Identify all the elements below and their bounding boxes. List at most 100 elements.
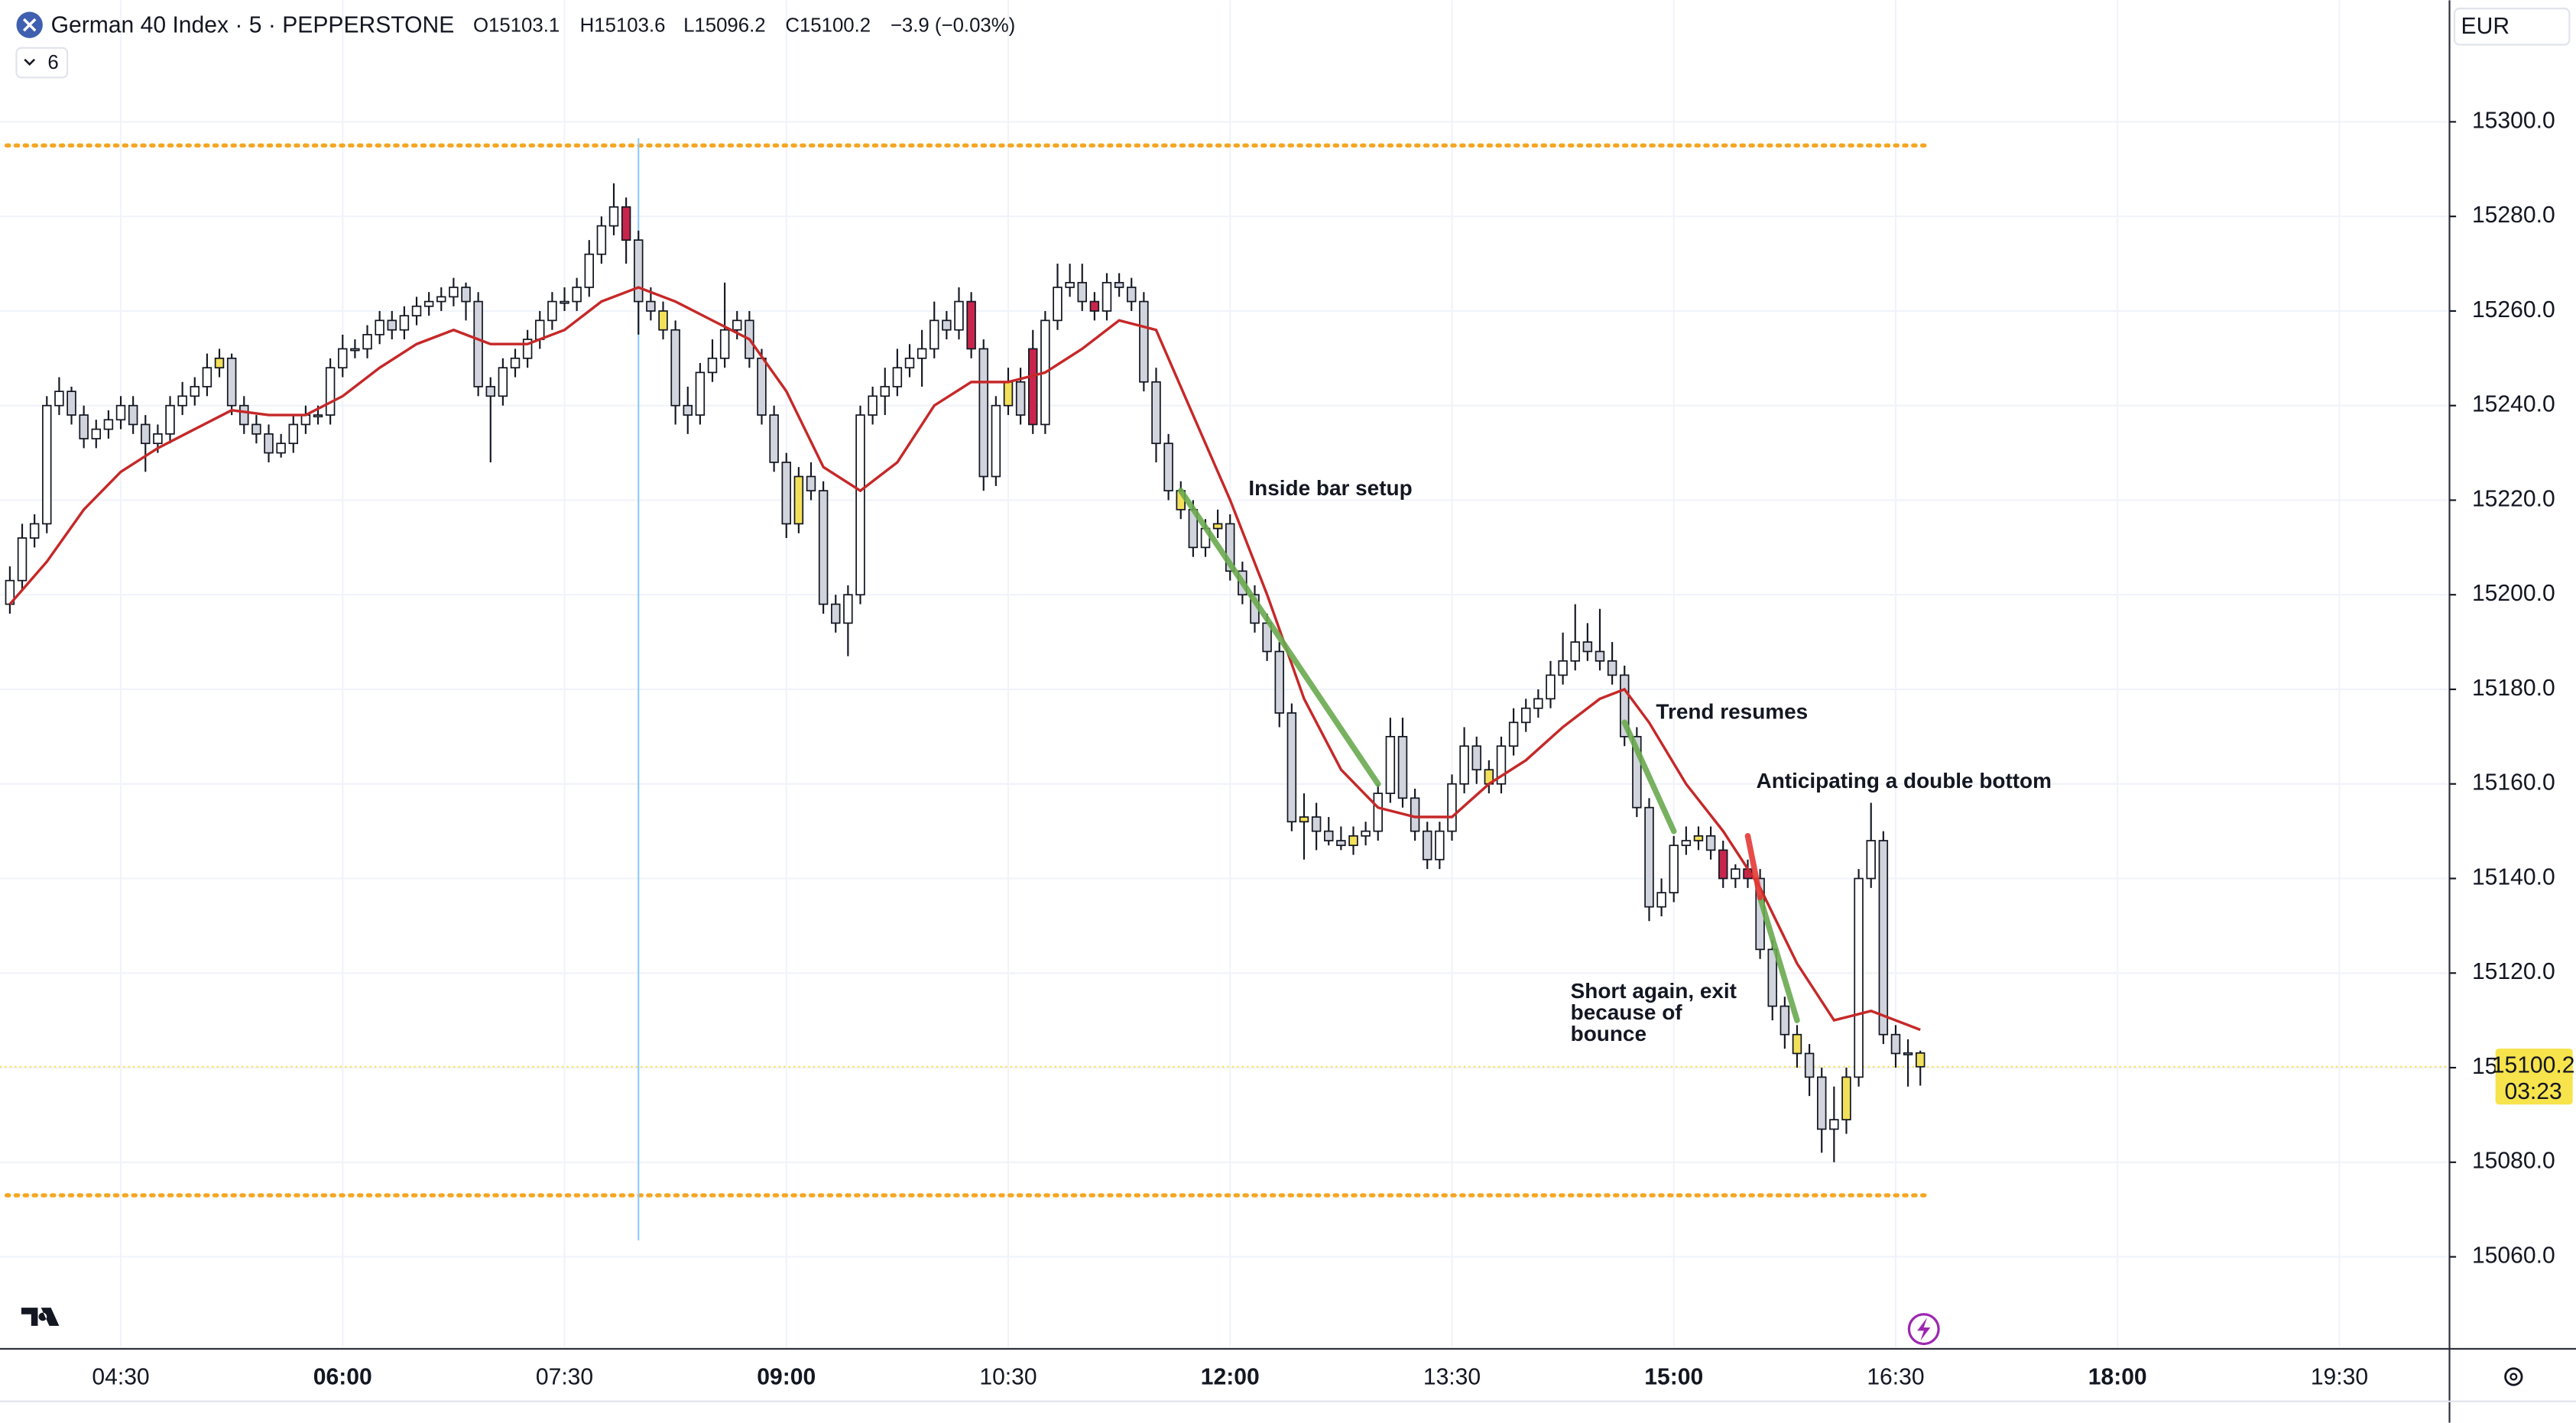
trend-line [1177, 488, 1381, 787]
candle-body [621, 206, 631, 241]
candle-body [818, 490, 829, 605]
candle-body [1225, 523, 1235, 572]
x-tick-label: 18:00 [2088, 1365, 2147, 1390]
logo[interactable] [21, 1308, 60, 1326]
candle-body [584, 253, 594, 288]
grid [0, 0, 2448, 1347]
candle-body [1508, 721, 1519, 747]
candle-body [1348, 835, 1358, 847]
candle-body [1471, 745, 1481, 771]
candle-body [153, 433, 163, 445]
x-tick-label: 06:00 [313, 1365, 372, 1390]
candle-body [190, 386, 200, 397]
annotation: Anticipating a double bottom [1757, 769, 2052, 793]
symbol-icon-glyph [22, 18, 37, 32]
candle-body [683, 404, 693, 416]
candle-body [226, 357, 237, 407]
ohlc-close: C15100.2 [785, 15, 871, 37]
symbol-title[interactable]: German 40 Index · 5 · PEPPERSTONE [51, 13, 455, 38]
y-tick-label: 15120.0 [2472, 959, 2555, 984]
candle-body [1139, 300, 1149, 383]
candle-body [1607, 660, 1617, 676]
candle-body [399, 315, 410, 331]
candle-body [930, 319, 939, 350]
candle-body [1878, 840, 1889, 1036]
candle-body [42, 404, 52, 525]
x-tick-label: 13:30 [1423, 1365, 1481, 1390]
candle-body [1767, 948, 1777, 1007]
candle-body [1890, 1033, 1901, 1055]
candle-body [1423, 830, 1432, 861]
candle-body [300, 414, 311, 426]
candle-body [214, 357, 225, 369]
y-tick-label: 15220.0 [2472, 486, 2555, 511]
candle-body [1558, 660, 1568, 676]
candle-body [966, 300, 976, 350]
candle-body [1804, 1052, 1815, 1078]
alert-icon[interactable] [1907, 1313, 1940, 1346]
trend-line [1744, 833, 1763, 901]
ohlc-change: −3.9 (−0.03%) [891, 15, 1015, 37]
candle-body [1459, 745, 1469, 785]
candle-body [1546, 674, 1556, 700]
candle-body [1163, 442, 1173, 491]
candle-body [17, 537, 28, 582]
trend-line [1757, 894, 1800, 1023]
y-tick-label: 15280.0 [2472, 203, 2555, 228]
countdown: 03:23 [2504, 1079, 2561, 1104]
alert-glyph [1917, 1318, 1931, 1341]
candle-body [1447, 783, 1457, 832]
candle-body [670, 329, 680, 407]
y-tick-label: 15260.0 [2472, 297, 2555, 323]
y-tick-label: 15160.0 [2472, 770, 2555, 796]
settings-icon[interactable] [2504, 1367, 2523, 1386]
candle-body [1705, 835, 1716, 851]
y-tick-label: 15300.0 [2472, 108, 2555, 133]
ohlc-high: H15103.6 [580, 15, 666, 37]
price-label: 15100.2 [2492, 1053, 2575, 1078]
x-tick-label: 19:30 [2311, 1365, 2368, 1390]
annotation: Short again, exit [1571, 979, 1737, 1003]
candle-body [350, 348, 360, 352]
candle-body [29, 523, 40, 539]
currency[interactable]: EUR [2461, 14, 2510, 39]
candle-body [1336, 840, 1346, 847]
candle-body [461, 287, 471, 303]
candle-body [338, 348, 348, 369]
candle-body [1053, 287, 1063, 322]
candle-body [165, 404, 175, 435]
candle-body [313, 414, 323, 418]
candle-body [843, 594, 853, 624]
candle-body [485, 386, 495, 397]
x-tick-label: 15:00 [1644, 1365, 1703, 1390]
annotation: because of [1571, 1000, 1683, 1024]
candle-body [449, 287, 459, 298]
currency-box[interactable] [2453, 8, 2571, 46]
ohlc-open: O15103.1 [473, 15, 560, 37]
y-tick-label: 15180.0 [2472, 676, 2555, 701]
candle-body [362, 334, 372, 350]
candle-body [67, 391, 76, 416]
candle-body [498, 367, 508, 397]
indicators-toggle[interactable] [15, 47, 69, 79]
ohlc-low: L15096.2 [683, 15, 766, 37]
candle-body [1693, 835, 1704, 841]
candle-body [128, 404, 138, 426]
candle-body [806, 475, 816, 491]
candle-body [375, 319, 384, 335]
candle-body [547, 300, 557, 322]
candle-body [1718, 849, 1728, 880]
candle-body [1829, 1119, 1839, 1130]
candle-body [1274, 650, 1284, 714]
candle-body [387, 319, 397, 331]
candle-body [54, 391, 64, 407]
y-axis: 15060.015080.015100.015120.015140.015160… [2449, 108, 2575, 1269]
candle-body [1521, 707, 1531, 724]
indicators-count: 6 [47, 52, 58, 73]
y-tick-label: 15140.0 [2472, 864, 2555, 890]
annotation: bounce [1571, 1022, 1646, 1045]
candle-body [1015, 381, 1026, 416]
